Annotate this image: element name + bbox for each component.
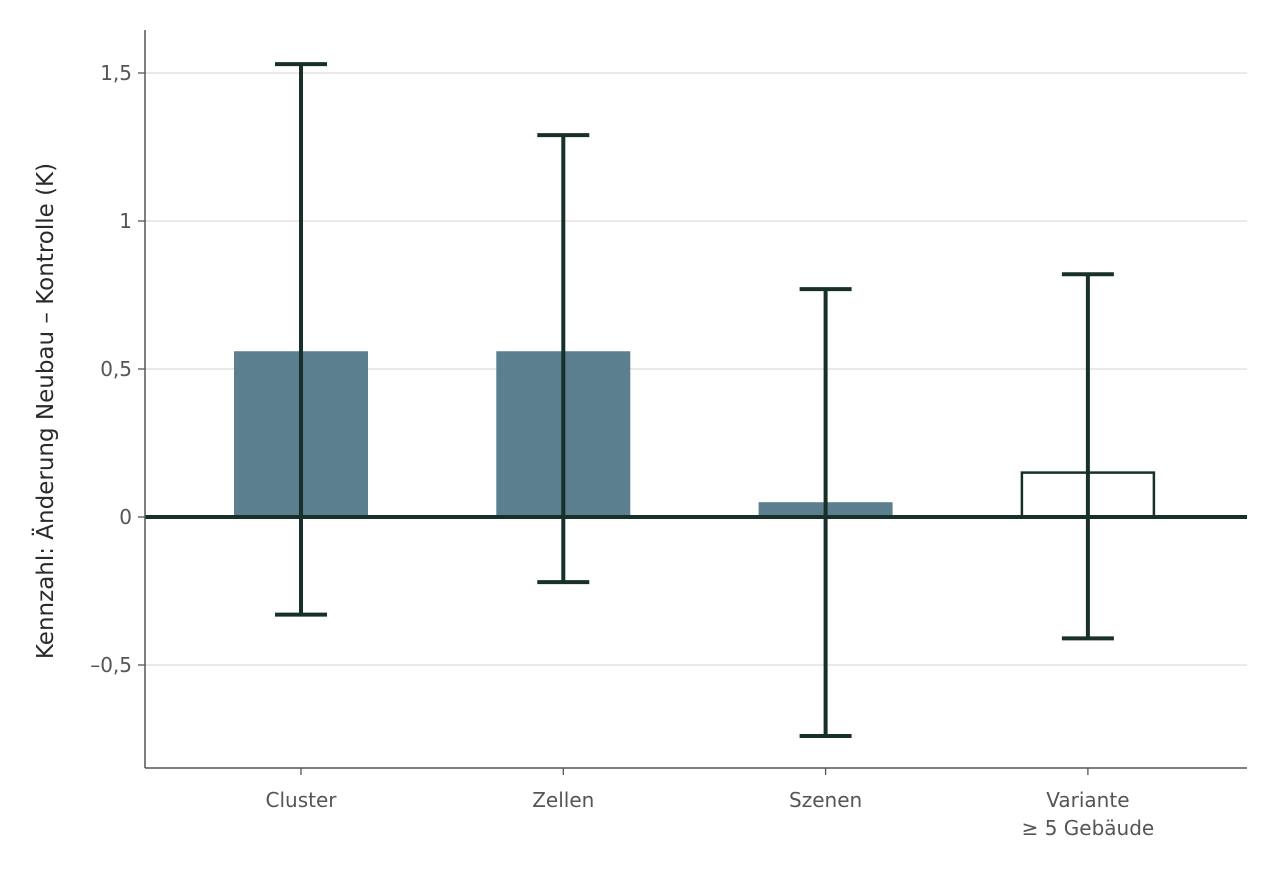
axes [138,30,1247,775]
x-category-label: Zellen [532,788,594,812]
error-bars [275,62,1114,739]
x-category-label: Szenen [789,788,862,812]
x-category-label: Cluster [266,788,338,812]
y-tick-label: 0,5 [100,357,132,381]
y-tick-label: –0,5 [90,653,132,677]
y-tick-label: 1,5 [100,61,132,85]
x-category-label: ≥ 5 Gebäude [1022,816,1155,840]
x-category-label: Variante [1046,788,1129,812]
y-tick-label: 1 [119,209,132,233]
y-axis-title: Kennzahl: Änderung Neubau – Kontrolle (K… [31,163,59,659]
labels: –0,5 0 0,5 1 1,5 Cluster Zellen Szenen Variante ≥… [31,61,1154,840]
y-tick-label: 0 [119,505,132,529]
bars [234,351,1156,519]
